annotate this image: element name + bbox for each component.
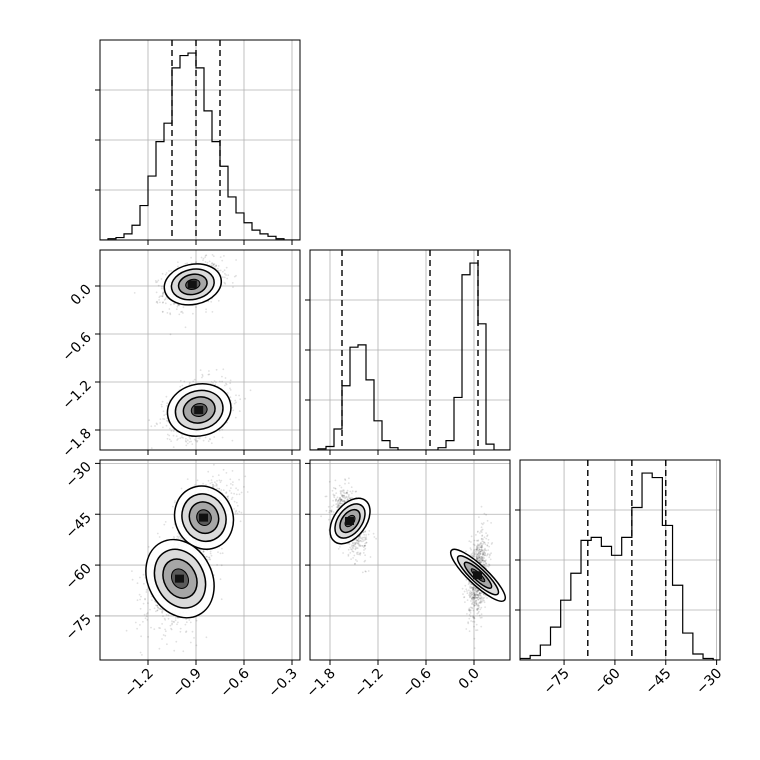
panel-frame <box>519 459 721 661</box>
y-tick-label: 0.0 <box>68 282 95 309</box>
density-peak <box>199 513 208 522</box>
x-tick-label: −1.8 <box>303 666 338 701</box>
x-tick-label: −45 <box>642 666 674 698</box>
density-peak <box>194 406 204 414</box>
y-tick-label: −1.8 <box>59 426 94 461</box>
x-tick-label: −0.6 <box>399 665 434 700</box>
x-tick-label: −0.3 <box>265 666 300 701</box>
x-tick-label: −0.9 <box>169 666 204 701</box>
density-peak <box>473 571 482 580</box>
x-tick-label: −1.2 <box>351 666 386 701</box>
panel-frame <box>99 459 301 661</box>
histogram-panel-1 <box>95 39 301 245</box>
x-tick-label: −30 <box>693 666 725 698</box>
panel-frame <box>99 249 301 451</box>
histogram-step-line <box>310 262 510 450</box>
y-tick-label: −45 <box>63 510 95 542</box>
scatter-panel-1-2: −1.8 −1.2 −0.6 0.0 <box>59 249 301 461</box>
panel-frame <box>99 39 301 241</box>
y-tick-label: −60 <box>63 561 95 593</box>
density-peak <box>345 517 354 526</box>
density-peak <box>175 574 184 583</box>
panel-frame <box>309 249 511 451</box>
scatter-panel-2-3: −1.8 −1.2 −0.6 0.0 <box>303 459 511 701</box>
histogram-panel-2 <box>305 249 511 455</box>
x-tick-label: −75 <box>541 666 573 698</box>
histogram-step-line <box>100 52 300 240</box>
y-tick-label: −75 <box>63 611 95 643</box>
histogram-panel-3: −75 −60 −45 −30 <box>515 459 725 698</box>
x-tick-label: −1.2 <box>121 666 156 701</box>
y-tick-label: −30 <box>63 459 95 491</box>
x-tick-label: 0.0 <box>456 666 483 693</box>
x-tick-label: −60 <box>592 666 624 698</box>
x-tick-label: −0.6 <box>217 665 252 700</box>
histogram-step-line <box>520 472 720 660</box>
density-peak <box>187 280 197 289</box>
y-tick-label: −1.2 <box>59 378 94 413</box>
panel-frame <box>309 459 511 661</box>
scatter-panel-1-3: −75 −60 −45 −30 −1.2 −0.9 −0.6 −0.3 <box>63 459 301 701</box>
y-tick-label: −0.6 <box>59 329 94 364</box>
